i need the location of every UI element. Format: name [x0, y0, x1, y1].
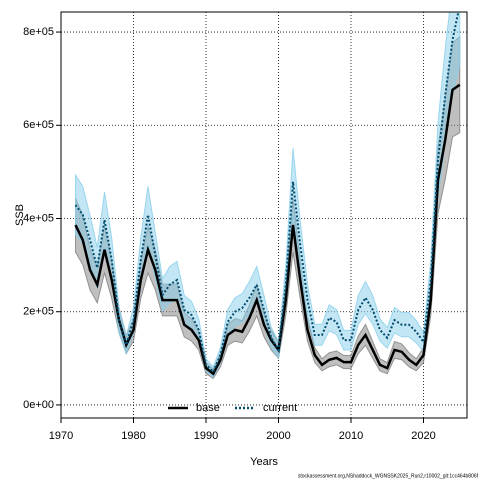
y-axis-label: SSB — [14, 204, 26, 226]
x-tick-label: 1980 — [121, 430, 145, 442]
footnote: stockassessment.org,NShaddock_WGNSSK2025… — [298, 473, 479, 479]
y-tick-label: 8e+05 — [23, 26, 54, 38]
series-line — [74, 12, 460, 374]
plot-frame — [60, 11, 468, 419]
legend-label: current — [263, 402, 297, 414]
y-tick-label: 4e+05 — [23, 212, 54, 224]
x-axis-label: Years — [250, 456, 278, 468]
x-tick-label: 1990 — [194, 430, 218, 442]
x-tick-label: 2000 — [266, 430, 290, 442]
legend-label: base — [196, 402, 220, 414]
y-tick-label: 6e+05 — [23, 119, 54, 131]
x-tick-label: 1970 — [49, 430, 73, 442]
x-tick-label: 2010 — [339, 430, 363, 442]
series-line — [74, 83, 461, 376]
plot-area — [61, 12, 467, 418]
y-tick-label: 2e+05 — [23, 306, 54, 318]
y-tick-label: 0e+00 — [23, 399, 54, 411]
x-tick-label: 2020 — [411, 430, 435, 442]
